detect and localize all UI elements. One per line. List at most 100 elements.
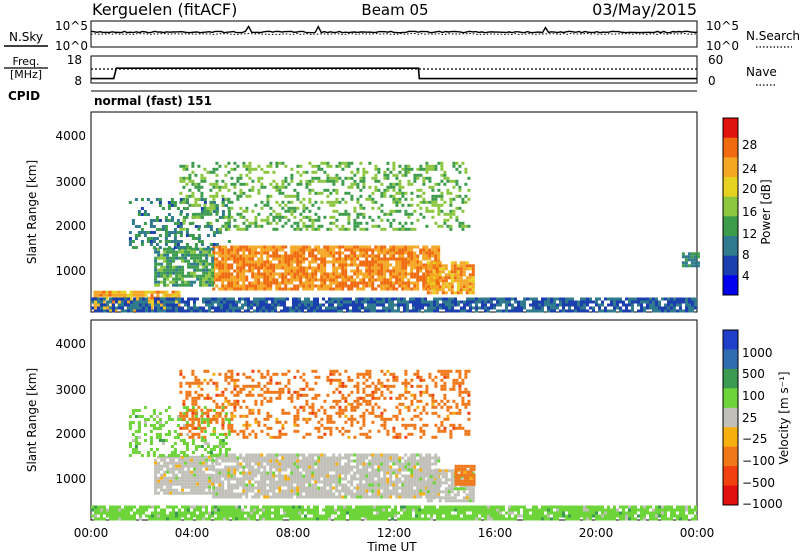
power-cell	[341, 212, 345, 216]
velocity-cell	[187, 485, 191, 489]
power-cell	[172, 256, 176, 260]
power-cell	[344, 263, 348, 267]
power-cell	[413, 254, 417, 258]
velocity-cell	[335, 456, 339, 460]
power-cell	[175, 253, 179, 257]
power-cell	[130, 306, 133, 310]
power-cell	[526, 297, 529, 301]
velocity-cell	[317, 459, 321, 463]
velocity-cell	[392, 456, 396, 460]
power-cell	[224, 287, 228, 291]
velocity-cell	[454, 464, 458, 468]
power-cell	[227, 266, 231, 270]
power-cell	[444, 267, 448, 271]
power-cell	[284, 263, 288, 267]
power-cell	[383, 173, 387, 177]
power-cell	[121, 306, 124, 310]
velocity-cell	[190, 491, 194, 495]
power-cell	[353, 260, 357, 264]
velocity-cell	[347, 459, 351, 463]
power-cell	[169, 300, 172, 304]
velocity-cell	[202, 455, 206, 459]
velocity-cell	[305, 489, 309, 493]
power-cell	[316, 297, 319, 301]
velocity-cell	[287, 486, 291, 490]
power-cell	[284, 281, 288, 285]
power-cell	[320, 281, 324, 285]
power-cell	[290, 200, 294, 204]
velocity-cell	[359, 489, 363, 493]
power-cell	[338, 275, 342, 279]
velocity-cell	[245, 486, 249, 490]
velocity-cell	[221, 480, 225, 484]
power-cell	[305, 269, 309, 273]
power-cell	[194, 225, 198, 228]
power-cell	[338, 251, 342, 255]
velocity-cell	[278, 453, 282, 457]
power-cell	[121, 309, 124, 313]
power-cell	[227, 227, 231, 231]
velocity-cell	[374, 489, 378, 493]
power-cell	[389, 287, 393, 291]
power-cell	[302, 221, 306, 225]
power-cell	[367, 309, 370, 313]
power-cell	[410, 263, 414, 267]
velocity-cell	[426, 484, 430, 488]
power-cell	[341, 287, 345, 291]
velocity-cell	[149, 439, 153, 442]
velocity-cell	[353, 459, 357, 463]
power-cell	[209, 209, 213, 213]
velocity-cell	[450, 487, 454, 491]
velocity-cell	[454, 470, 458, 474]
power-cell	[422, 266, 426, 270]
power-cell	[316, 306, 319, 310]
power-cell	[451, 306, 454, 310]
power-cell	[380, 275, 384, 279]
velocity-cell	[178, 479, 182, 483]
power-cell	[341, 197, 345, 201]
power-cell	[317, 245, 321, 249]
power-cell	[212, 243, 216, 246]
power-cell	[450, 267, 454, 271]
velocity-cell	[149, 415, 153, 418]
power-cell	[208, 250, 212, 254]
power-cell	[302, 170, 306, 174]
velocity-cell	[359, 480, 363, 484]
power-cell	[221, 269, 225, 273]
power-cell	[404, 275, 408, 279]
power-cell	[547, 303, 550, 307]
velocity-cell	[332, 453, 336, 457]
power-cell	[215, 263, 219, 267]
power-cell	[172, 265, 176, 269]
velocity-cell	[362, 495, 366, 499]
power-cell	[215, 245, 219, 249]
power-cell	[97, 297, 100, 301]
power-cell	[347, 161, 351, 165]
velocity-cell	[308, 468, 312, 472]
power-cell	[493, 306, 496, 310]
power-cell	[421, 300, 424, 304]
power-cell	[178, 300, 181, 304]
power-cell	[196, 262, 200, 266]
power-cell	[409, 309, 412, 313]
velocity-cell	[314, 477, 318, 481]
power-cell	[416, 254, 420, 258]
power-cell	[410, 182, 414, 186]
velocity-cell	[344, 483, 348, 487]
velocity-cell	[365, 480, 369, 484]
power-cell	[580, 300, 583, 304]
power-cell	[278, 275, 282, 279]
velocity-cell	[218, 468, 222, 472]
power-cell	[459, 282, 463, 286]
power-cell	[287, 272, 291, 276]
velocity-cell	[365, 471, 369, 475]
power-cell	[153, 290, 157, 294]
velocity-cell	[311, 471, 315, 475]
velocity-cell	[302, 465, 306, 469]
power-cell	[269, 275, 273, 279]
power-cell	[272, 245, 276, 249]
power-cell	[428, 254, 432, 258]
power-cell	[314, 275, 318, 279]
power-cell	[374, 263, 378, 267]
power-cell	[370, 300, 373, 304]
